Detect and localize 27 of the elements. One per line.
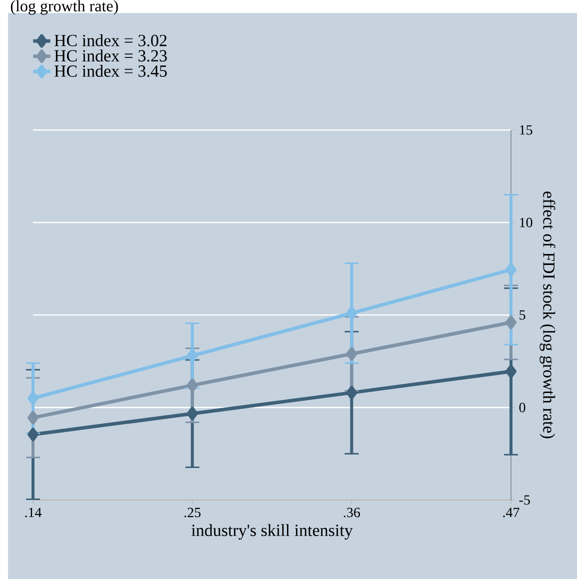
chart-title: (log growth rate) xyxy=(10,0,118,15)
y-tick-label: 10 xyxy=(520,218,532,228)
x-tick-label: .14 xyxy=(25,508,42,518)
y-axis-title: effect of FDI stock (log growth rate) xyxy=(540,192,556,438)
point xyxy=(505,364,516,378)
x-tick-label: .25 xyxy=(184,508,201,518)
point xyxy=(346,306,358,320)
point xyxy=(28,391,38,405)
y-tick-label: -5 xyxy=(519,495,530,505)
x-axis-title: industry's skill intensity xyxy=(191,524,353,540)
y-tick-label: 15 xyxy=(520,125,532,135)
point xyxy=(505,262,516,276)
point xyxy=(186,406,198,420)
point xyxy=(28,428,38,442)
y-tick-label: 5 xyxy=(520,310,526,320)
point xyxy=(346,347,358,361)
y-tick-label: 0 xyxy=(519,402,526,412)
point xyxy=(505,316,516,330)
legend-label: HC index = 3.45 xyxy=(54,64,167,77)
point xyxy=(186,378,198,392)
point xyxy=(186,348,198,362)
x-tick-label: .47 xyxy=(503,508,520,518)
x-tick-label: .36 xyxy=(344,508,360,518)
point xyxy=(28,410,38,424)
legend-label: HC index = 3.23 xyxy=(54,50,167,62)
legend-label: HC index = 3.02 xyxy=(54,34,167,46)
point xyxy=(346,386,358,400)
